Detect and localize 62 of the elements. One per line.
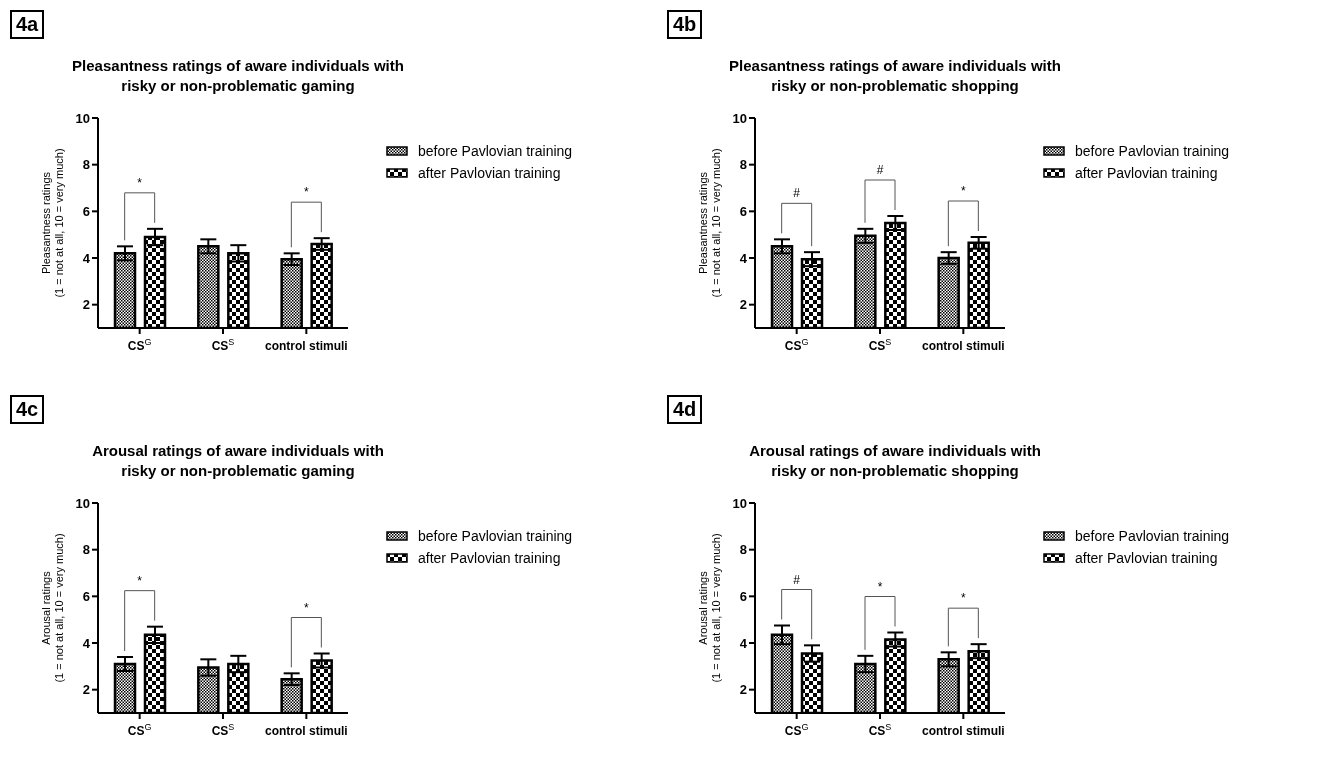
text: 4d bbox=[667, 395, 703, 424]
x-tick-label: CS$^{S}$ bbox=[211, 722, 235, 738]
text: 4b bbox=[667, 10, 703, 39]
chart-title: Arousal ratings of aware individuals with risky or non-problematic shopping bbox=[748, 441, 1042, 481]
annotation: * bbox=[961, 591, 966, 606]
legend-label: before Pavlovian training bbox=[418, 143, 573, 159]
annotation: # bbox=[876, 163, 884, 177]
y-tick-label: 4 bbox=[739, 635, 748, 651]
y-axis-title: Pleasantness ratings (1 = not at all, 10 = very much) bbox=[697, 148, 722, 298]
legend-label: before Pavlovian training bbox=[1075, 143, 1230, 159]
y-tick-label: 8 bbox=[739, 542, 747, 558]
annotation: * bbox=[304, 185, 309, 200]
legend-label: after Pavlovian training bbox=[418, 550, 561, 566]
y-tick-label: 2 bbox=[739, 297, 747, 313]
y-tick-label: 8 bbox=[82, 157, 90, 173]
text: 4c bbox=[10, 395, 45, 424]
y-axis-title: Pleasantness ratings (1 = not at all, 10 = very much) bbox=[40, 148, 65, 298]
chart-title: Pleasantness ratings of aware individuals with risky or non-problematic shopping bbox=[728, 56, 1062, 96]
y-tick-label: 6 bbox=[82, 203, 90, 219]
y-tick-label: 10 bbox=[732, 495, 747, 511]
y-tick-label: 6 bbox=[739, 588, 747, 604]
y-axis-title: Arousal ratings (1 = not at all, 10 = very much) bbox=[697, 533, 722, 683]
x-tick-label: CS$^{S}$ bbox=[211, 337, 235, 353]
annotation: * bbox=[304, 600, 309, 615]
x-tick-label: CS$^{G}$ bbox=[127, 337, 152, 353]
x-tick-label: CS$^{G}$ bbox=[784, 337, 809, 353]
annotation: * bbox=[877, 579, 883, 594]
legend-label: after Pavlovian training bbox=[1075, 165, 1218, 181]
annotation: * bbox=[137, 175, 143, 190]
y-tick-label: 4 bbox=[82, 250, 91, 266]
annotation: * bbox=[961, 184, 966, 198]
x-tick-label: CS$^{G}$ bbox=[784, 722, 809, 738]
x-tick-label: CS$^{S}$ bbox=[868, 337, 892, 353]
y-tick-label: 10 bbox=[75, 110, 90, 126]
annotation: # bbox=[793, 572, 801, 587]
y-tick-label: 10 bbox=[732, 110, 747, 126]
y-tick-label: 6 bbox=[739, 203, 747, 219]
y-tick-label: 8 bbox=[82, 542, 90, 558]
y-tick-label: 10 bbox=[75, 495, 90, 511]
chart-title: Pleasantness ratings of aware individuals with risky or non-problematic gaming bbox=[71, 56, 405, 96]
y-tick-label: 6 bbox=[82, 588, 90, 604]
y-tick-label: 2 bbox=[82, 682, 90, 698]
x-tick-label: CS$^{G}$ bbox=[127, 722, 152, 738]
y-tick-label: 8 bbox=[739, 157, 747, 173]
chart-title: Arousal ratings of aware individuals with risky or non-problematic gaming bbox=[91, 441, 385, 481]
annotation: * bbox=[137, 573, 143, 588]
x-tick-label: CS$^{S}$ bbox=[868, 722, 892, 738]
y-axis-title: Arousal ratings (1 = not at all, 10 = very much) bbox=[40, 533, 65, 683]
x-tick-label: control stimuli bbox=[265, 339, 348, 353]
y-tick-label: 4 bbox=[82, 635, 91, 651]
legend-label: after Pavlovian training bbox=[1075, 550, 1218, 566]
legend-label: before Pavlovian training bbox=[1075, 528, 1230, 544]
y-tick-label: 2 bbox=[739, 682, 747, 698]
legend-label: before Pavlovian training bbox=[418, 528, 573, 544]
x-tick-label: control stimuli bbox=[922, 724, 1005, 738]
annotation: # bbox=[793, 186, 801, 201]
text: 4a bbox=[10, 10, 45, 39]
x-tick-label: control stimuli bbox=[265, 724, 348, 738]
y-tick-label: 2 bbox=[82, 297, 90, 313]
x-tick-label: control stimuli bbox=[922, 339, 1005, 353]
legend-label: after Pavlovian training bbox=[418, 165, 561, 181]
y-tick-label: 4 bbox=[739, 250, 748, 266]
